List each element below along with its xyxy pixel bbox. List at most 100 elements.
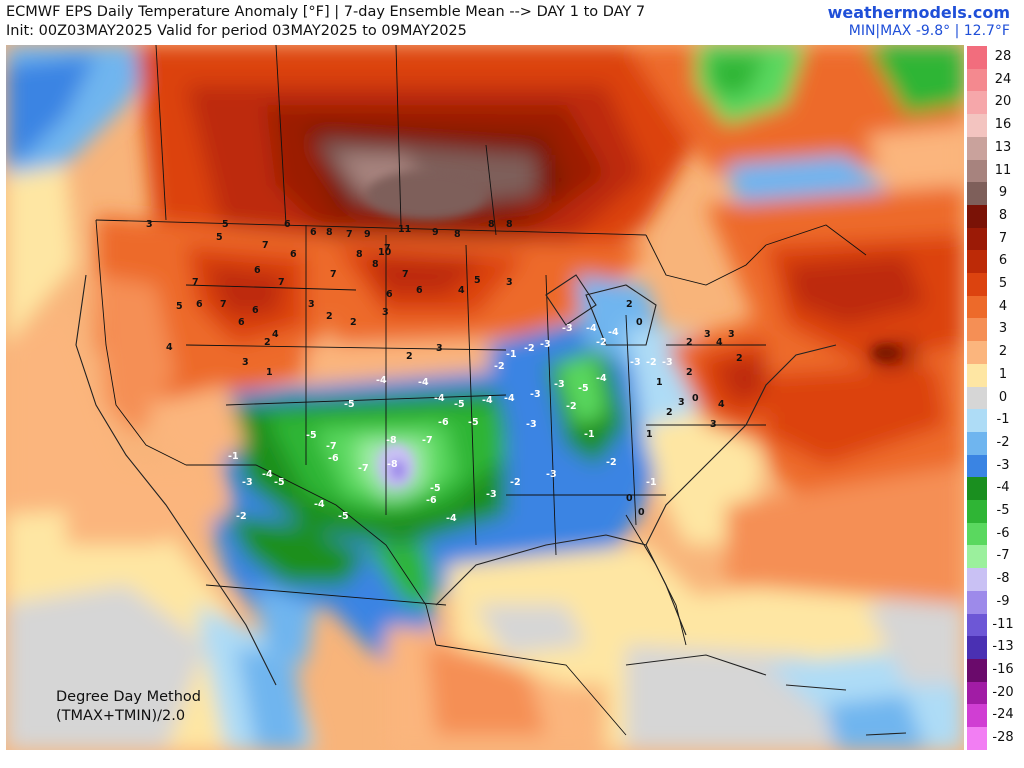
legend-swatch	[967, 568, 987, 592]
legend-label: 20	[994, 94, 1012, 110]
legend-swatch	[967, 136, 987, 160]
legend-label: -3	[996, 457, 1010, 473]
anomaly-value-label: 7	[384, 243, 391, 254]
legend-entry: 9	[967, 182, 1019, 206]
anomaly-value-label: 6	[238, 317, 245, 328]
legend-label: 4	[998, 298, 1008, 314]
anomaly-value-label: 7	[192, 277, 199, 288]
legend-label: -6	[996, 525, 1010, 541]
method-line-1: Degree Day Method	[56, 689, 202, 705]
anomaly-value-label: -8	[387, 459, 398, 470]
legend-label: 16	[994, 117, 1012, 133]
anomaly-value-label: 3	[242, 357, 249, 368]
anomaly-value-label: 3	[704, 329, 711, 340]
anomaly-value-label: -6	[426, 495, 437, 506]
legend-swatch	[967, 477, 987, 501]
anomaly-value-label: 8	[506, 219, 513, 230]
legend-label: 24	[994, 71, 1012, 87]
anomaly-value-label: 6	[386, 289, 393, 300]
init-valid-line: Init: 00Z03MAY2025 Valid for period 03MA…	[6, 23, 467, 39]
anomaly-value-label: -1	[228, 451, 239, 462]
legend-entry: 16	[967, 114, 1019, 138]
anomaly-value-label: 3	[308, 299, 315, 310]
legend-swatch	[967, 590, 987, 614]
method-note: Degree Day Method (TMAX+TMIN)/2.0	[56, 688, 201, 726]
anomaly-value-label: -3	[242, 477, 253, 488]
legend-entry: 1	[967, 363, 1019, 387]
legend-entry: -2	[967, 431, 1019, 456]
map-header: ECMWF EPS Daily Temperature Anomaly [°F]…	[0, 0, 1024, 44]
anomaly-value-label: 6	[416, 285, 423, 296]
anomaly-value-label: 4	[458, 285, 465, 296]
anomaly-value-label: 3	[146, 219, 153, 230]
anomaly-value-label: -3	[562, 323, 573, 334]
anomaly-value-label: -7	[422, 435, 433, 446]
legend-swatch	[967, 431, 987, 456]
legend-swatch	[967, 46, 987, 70]
anomaly-fields	[6, 45, 964, 750]
legend-swatch	[967, 318, 987, 342]
legend-label: 13	[994, 139, 1012, 155]
anomaly-value-label: -5	[578, 383, 589, 394]
legend-label: -28	[992, 730, 1014, 745]
legend-label: 8	[998, 207, 1008, 223]
legend-label: 5	[998, 276, 1008, 291]
anomaly-cores	[366, 170, 900, 485]
legend-entry: 5	[967, 273, 1019, 297]
anomaly-value-label: 2	[626, 299, 633, 310]
map-title: ECMWF EPS Daily Temperature Anomaly [°F]…	[6, 4, 646, 20]
legend-swatch	[967, 522, 987, 546]
legend-swatch	[967, 500, 987, 524]
legend-entry: 0	[967, 386, 1019, 410]
legend-label: -2	[996, 434, 1010, 450]
anomaly-value-label: 4	[718, 399, 725, 410]
anomaly-map: 11 10 9 9 8 8 8 7 8 7 6 6 6 5 7 8 8 6 7 6 4 3 2 2 3 2 3 1 2 3 7 6 7 6 5 4 3 5…	[6, 45, 964, 750]
anomaly-value-label: 2	[736, 353, 743, 364]
anomaly-value-label: -4	[608, 327, 619, 338]
anomaly-value-label: 6	[290, 249, 297, 260]
legend-label: 6	[998, 253, 1008, 269]
legend-entry: -16	[967, 658, 1019, 683]
brand-link[interactable]: weathermodels.com	[827, 3, 1010, 22]
legend-entry: -9	[967, 590, 1019, 614]
legend-swatch	[967, 704, 987, 728]
legend-entry: 24	[967, 68, 1019, 92]
legend-label: -20	[992, 684, 1014, 700]
anomaly-value-label: -4	[586, 323, 597, 334]
legend-label: -5	[996, 503, 1010, 518]
method-line-2: (TMAX+TMIN)/2.0	[56, 708, 186, 724]
anomaly-value-label: -5	[344, 399, 355, 410]
anomaly-value-label: 4	[166, 342, 173, 353]
anomaly-value-label: 3	[506, 277, 513, 288]
anomaly-value-label: -4	[596, 373, 607, 384]
legend-swatch	[967, 636, 987, 660]
legend-entry: -24	[967, 704, 1019, 728]
anomaly-value-label: -5	[274, 477, 285, 488]
anomaly-value-label: -4	[434, 393, 445, 404]
legend-label: 3	[998, 321, 1008, 337]
anomaly-value-label: -2	[524, 343, 535, 354]
anomaly-value-label: -3	[526, 419, 537, 430]
legend-label: -24	[992, 707, 1014, 723]
anomaly-value-label: -5	[468, 417, 479, 428]
anomaly-value-label: 3	[710, 419, 717, 430]
legend-label: -1	[996, 412, 1010, 428]
legend-entry: -20	[967, 681, 1019, 705]
anomaly-value-label: -7	[326, 441, 337, 452]
legend-swatch	[967, 409, 987, 433]
coastlines	[75, 274, 907, 736]
legend-entry: -11	[967, 613, 1019, 637]
anomaly-value-label: -2	[566, 401, 577, 412]
legend-label: -4	[996, 480, 1010, 496]
anomaly-value-label: 7	[220, 299, 227, 310]
anomaly-value-label: -1	[506, 349, 517, 360]
anomaly-value-label: 0	[626, 493, 633, 504]
anomaly-value-label: -5	[430, 483, 441, 494]
legend-swatch	[967, 91, 987, 115]
anomaly-value-label: 5	[216, 232, 223, 243]
legend-label: -16	[992, 661, 1014, 677]
anomaly-value-label: -4	[418, 377, 429, 388]
legend-label: 2	[998, 344, 1008, 360]
legend-entry: 3	[967, 318, 1019, 342]
anomaly-value-label: 8	[488, 219, 495, 230]
